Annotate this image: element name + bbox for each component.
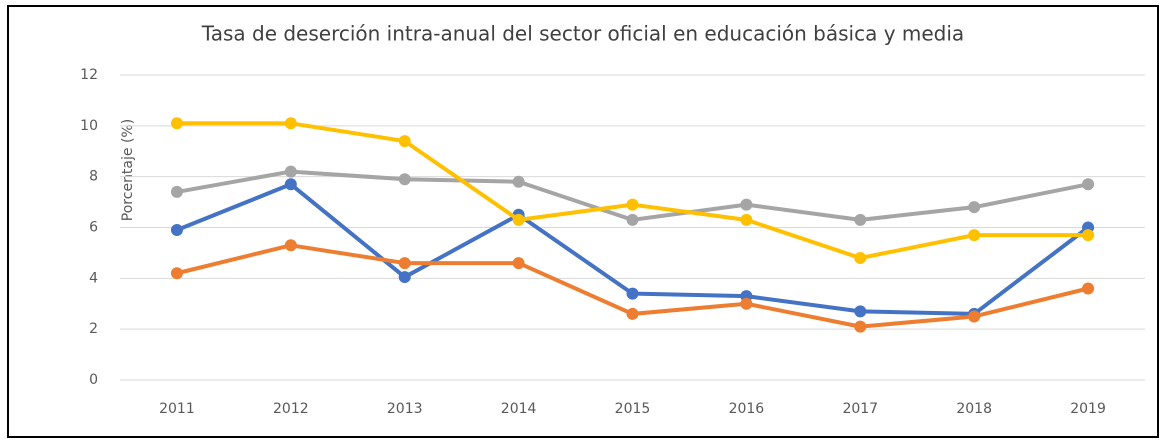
data-point <box>1082 282 1095 295</box>
data-point <box>170 117 183 130</box>
data-point <box>284 165 297 178</box>
data-point <box>626 198 639 211</box>
data-point <box>284 117 297 130</box>
data-point <box>512 257 525 270</box>
data-point <box>626 287 639 300</box>
x-tick-label: 2013 <box>387 401 423 417</box>
data-point <box>512 175 525 188</box>
data-point <box>626 213 639 226</box>
data-point <box>740 297 753 310</box>
data-point <box>398 173 411 186</box>
data-point <box>512 213 525 226</box>
data-point <box>854 252 867 264</box>
x-tick-label: 2017 <box>842 401 878 417</box>
data-point <box>854 320 867 333</box>
y-tick-label: 6 <box>89 220 98 236</box>
y-tick-label: 10 <box>80 118 98 134</box>
data-point <box>398 271 411 284</box>
y-tick-label: 12 <box>80 67 98 83</box>
y-tick-label: 8 <box>89 169 98 185</box>
data-point <box>854 305 867 318</box>
y-axis-label: Porcentaje (%) <box>120 119 136 221</box>
data-point <box>968 310 981 323</box>
data-point <box>740 198 753 211</box>
data-point <box>968 229 981 242</box>
y-tick-label: 2 <box>89 321 98 337</box>
data-point <box>1082 178 1095 191</box>
x-tick-label: 2014 <box>501 401 537 417</box>
x-tick-label: 2012 <box>273 401 309 417</box>
data-point <box>170 267 183 280</box>
y-tick-label: 0 <box>89 372 98 388</box>
x-tick-label: 2016 <box>729 401 765 417</box>
x-tick-label: 2019 <box>1070 401 1106 417</box>
data-point <box>398 135 411 148</box>
data-point <box>854 213 867 226</box>
data-point <box>170 185 183 198</box>
data-point <box>626 307 639 320</box>
data-point <box>170 224 183 237</box>
x-tick-label: 2018 <box>956 401 992 417</box>
data-point <box>740 213 753 226</box>
chart-title: Tasa de deserción intra-anual del sector… <box>201 22 964 46</box>
y-tick-label: 4 <box>89 270 98 286</box>
x-tick-label: 2015 <box>615 401 651 417</box>
x-tick-label: 2011 <box>159 401 195 417</box>
data-point <box>398 257 411 270</box>
data-point <box>284 239 297 252</box>
data-point <box>284 178 297 191</box>
data-point <box>968 201 981 214</box>
data-point <box>1082 229 1095 242</box>
chart-border <box>7 5 1159 438</box>
